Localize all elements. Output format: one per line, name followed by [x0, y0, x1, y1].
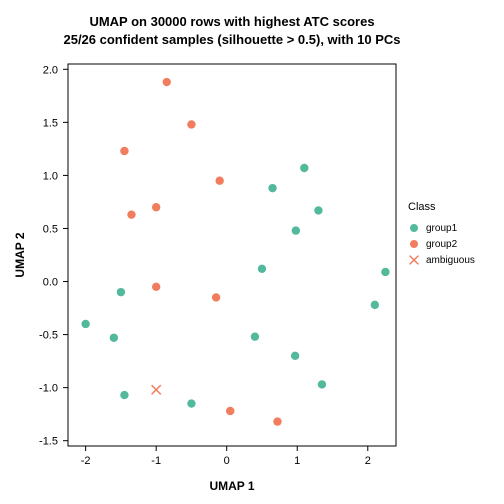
scatter-point	[215, 177, 223, 185]
x-tick-label: 2	[365, 455, 371, 467]
scatter-point	[117, 288, 125, 296]
y-tick-label: 1.5	[43, 117, 58, 129]
scatter-point	[291, 352, 299, 360]
x-tick-label: -1	[151, 455, 161, 467]
legend-label: group2	[426, 239, 458, 250]
scatter-point	[187, 399, 195, 407]
scatter-point	[314, 206, 322, 214]
x-tick-label: -2	[81, 455, 91, 467]
plot-title-line2: 25/26 confident samples (silhouette > 0.…	[63, 32, 400, 47]
x-axis-title: UMAP 1	[209, 479, 254, 493]
y-tick-label: 2.0	[43, 64, 58, 76]
y-tick-label: -1.0	[39, 383, 58, 395]
scatter-point	[212, 293, 220, 301]
legend-title: Class	[408, 201, 436, 213]
scatter-point	[187, 120, 195, 128]
y-tick-label: 0.5	[43, 223, 58, 235]
y-tick-label: -0.5	[39, 330, 58, 342]
x-tick-label: 0	[224, 455, 230, 467]
legend-label: ambiguous	[426, 255, 475, 266]
scatter-point	[81, 320, 89, 328]
scatter-point	[381, 268, 389, 276]
scatter-point	[120, 147, 128, 155]
y-tick-label: 0.0	[43, 277, 58, 289]
scatter-point	[292, 226, 300, 234]
scatter-point	[152, 203, 160, 211]
plot-title-line1: UMAP on 30000 rows with highest ATC scor…	[89, 14, 374, 29]
scatter-point	[268, 184, 276, 192]
y-tick-label: 1.0	[43, 170, 58, 182]
scatter-point	[251, 333, 259, 341]
y-axis-title: UMAP 2	[13, 232, 27, 277]
x-tick-label: 1	[294, 455, 300, 467]
scatter-point	[127, 210, 135, 218]
scatter-point	[152, 283, 160, 291]
scatter-point	[300, 164, 308, 172]
y-tick-label: -1.5	[39, 436, 58, 448]
scatter-point	[258, 265, 266, 273]
scatter-point	[371, 301, 379, 309]
scatter-point	[110, 334, 118, 342]
legend-marker	[410, 224, 418, 232]
umap-scatter-chart: -2 -1 0 1 2 -1.5 -1.0 -0.5 0.0 0.5 1.0 1.5 2.0 UMAP 1…	[0, 0, 504, 504]
legend-label: group1	[426, 223, 458, 234]
plot-box	[68, 64, 396, 446]
scatter-point	[120, 391, 128, 399]
scatter-point	[318, 380, 326, 388]
scatter-point	[163, 78, 171, 86]
scatter-point	[226, 407, 234, 415]
legend-marker	[410, 240, 418, 248]
scatter-point	[273, 417, 281, 425]
